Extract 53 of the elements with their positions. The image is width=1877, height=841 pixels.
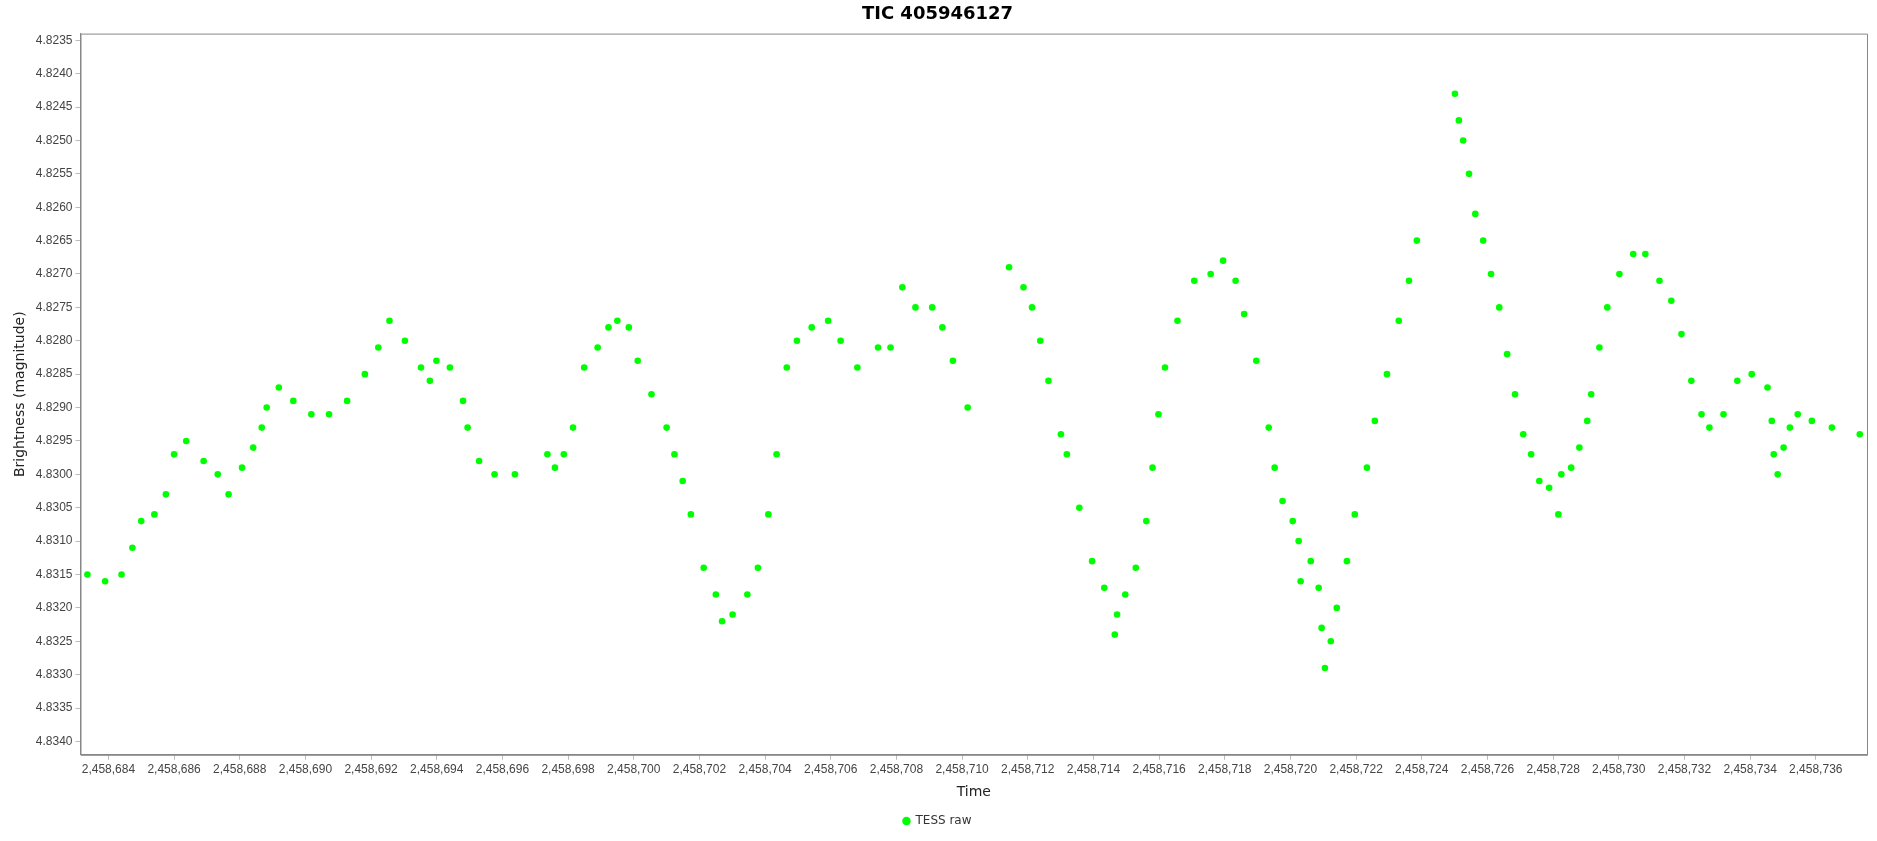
y-tick-label: 4.8330 [35,666,73,681]
y-tick-label: 4.8250 [35,132,73,147]
x-tick-label: 2,458,726 [1460,762,1515,777]
legend-label: TESS raw [914,813,972,828]
x-tick-label: 2,458,718 [1198,762,1252,777]
y-tick-label: 4.8315 [35,566,73,581]
x-tick-label: 2,458,728 [1526,762,1581,777]
x-tick-label: 2,458,696 [475,762,530,777]
x-tick-label: 2,458,736 [1789,762,1843,777]
y-tick-label: 4.8325 [35,633,73,648]
x-tick-label: 2,458,712 [1001,762,1055,777]
x-tick-label: 2,458,722 [1329,762,1384,777]
x-tick-label: 2,458,710 [935,762,990,777]
x-axis-title: Time [955,783,991,800]
x-tick-label: 2,458,706 [804,762,858,777]
x-tick-label: 2,458,686 [147,762,202,777]
x-tick-label: 2,458,698 [541,762,596,777]
x-tick-label: 2,458,734 [1723,762,1778,777]
y-tick-label: 4.8270 [35,266,73,281]
y-tick-label: 4.8255 [35,166,73,181]
y-tick-label: 4.8295 [35,433,73,448]
y-tick-label: 4.8275 [35,299,73,314]
x-tick-label: 2,458,708 [869,762,924,777]
x-tick-label: 2,458,720 [1263,762,1318,777]
y-tick-label: 4.8335 [35,700,73,715]
y-tick-label: 4.8300 [35,466,73,481]
x-tick-label: 2,458,716 [1132,762,1187,777]
y-tick-label: 4.8285 [35,366,73,381]
x-tick-label: 2,458,692 [344,762,399,777]
x-tick-label: 2,458,714 [1066,762,1121,777]
y-tick-label: 4.8305 [35,500,73,515]
x-tick-label: 2,458,702 [672,762,727,777]
x-tick-label: 2,458,690 [278,762,333,777]
x-tick-label: 2,458,724 [1395,762,1449,777]
x-tick-label: 2,458,688 [213,762,267,777]
y-tick-label: 4.8245 [35,99,73,114]
x-tick-label: 2,458,694 [410,762,464,777]
x-tick-label: 2,458,730 [1592,762,1646,777]
y-tick-label: 4.8260 [35,199,73,214]
x-tick-label: 2,458,684 [81,762,136,777]
y-tick-label: 4.8265 [35,232,73,247]
y-tick-label: 4.8235 [35,32,73,47]
chart-title: TIC 405946127 [861,2,1014,24]
y-tick-label: 4.8240 [35,65,73,80]
x-tick-label: 2,458,700 [607,762,661,777]
y-axis-title: Brightness (magnitude) [11,311,28,478]
x-tick-label: 2,458,704 [738,762,793,777]
y-tick-label: 4.8310 [35,533,73,548]
x-tick-label: 2,458,732 [1657,762,1712,777]
y-tick-label: 4.8340 [35,733,73,748]
y-tick-label: 4.8320 [35,600,73,615]
y-tick-label: 4.8290 [35,399,73,414]
y-tick-label: 4.8280 [35,333,73,348]
